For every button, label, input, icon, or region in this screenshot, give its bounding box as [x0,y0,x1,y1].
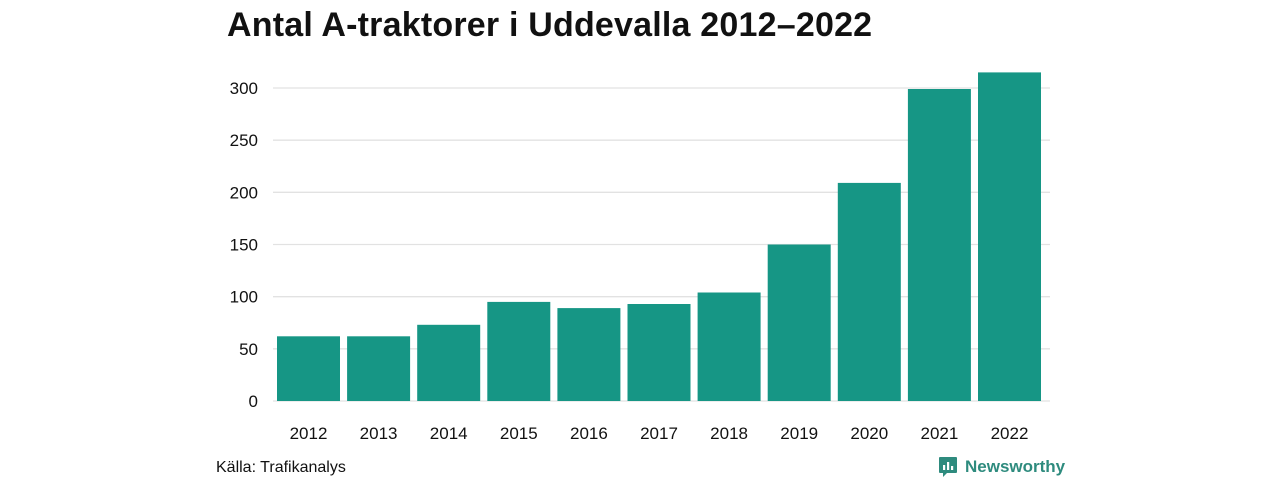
source-note: Källa: Trafikanalys [216,459,346,476]
y-tick-label: 300 [230,79,258,98]
x-tick-label: 2014 [430,424,468,443]
x-tick-label: 2020 [850,424,888,443]
x-axis-ticks: 2012 2013 2014 2015 2016 2017 2018 2019 2020 2021… [290,424,1029,443]
bar-2014 [417,324,481,401]
y-tick-label: 200 [230,183,258,202]
bar-2021 [907,89,971,401]
bar-2015 [487,301,551,401]
y-axis-ticks: 0 50 100 150 200 250 300 [230,79,258,411]
x-tick-label: 2017 [640,424,678,443]
y-tick-label: 250 [230,131,258,150]
bar-2020 [837,182,901,401]
y-tick-label: 100 [230,288,258,307]
y-tick-label: 0 [249,392,258,411]
bar-2016 [557,308,621,401]
bars [277,72,1041,402]
bar-2019 [767,244,831,401]
x-tick-label: 2018 [710,424,748,443]
x-tick-label: 2019 [780,424,818,443]
x-tick-label: 2013 [360,424,398,443]
y-tick-label: 150 [230,236,258,255]
x-tick-label: 2012 [290,424,328,443]
newsworthy-icon [939,457,957,477]
brand-logo[interactable]: Newsworthy [938,456,1065,478]
x-tick-label: 2015 [500,424,538,443]
bar-2018 [697,292,761,401]
bar-2013 [347,336,411,401]
bar-2017 [627,304,691,401]
chart-title: Antal A-traktorer i Uddevalla 2012–2022 [227,6,873,44]
y-tick-label: 50 [239,340,258,359]
bar-2022 [978,72,1041,402]
bar-2012 [277,336,340,401]
x-tick-label: 2016 [570,424,608,443]
brand-name: Newsworthy [965,457,1066,476]
x-tick-label: 2022 [991,424,1029,443]
x-tick-label: 2021 [920,424,958,443]
